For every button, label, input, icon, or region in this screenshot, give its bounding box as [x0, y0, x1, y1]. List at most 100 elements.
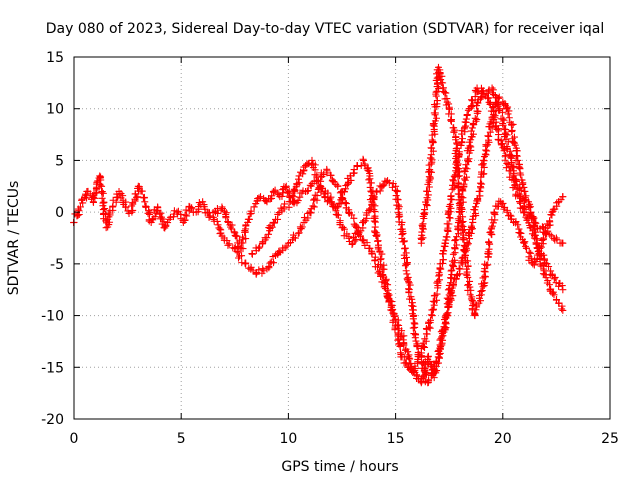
data-point	[275, 247, 283, 255]
data-point	[514, 221, 522, 229]
data-point	[463, 111, 471, 119]
data-point	[222, 212, 230, 220]
data-point	[436, 260, 444, 268]
data-point	[439, 336, 447, 344]
data-point	[409, 315, 417, 323]
data-point	[225, 240, 233, 248]
data-point	[294, 229, 302, 237]
data-point	[231, 231, 239, 239]
data-point	[373, 232, 381, 240]
data-point	[541, 259, 549, 267]
data-point	[371, 257, 379, 265]
data-point	[476, 179, 484, 187]
data-point	[379, 182, 387, 190]
data-point	[543, 230, 551, 238]
data-point	[523, 244, 531, 252]
data-point	[377, 255, 385, 263]
data-point	[484, 132, 492, 140]
data-point	[520, 187, 528, 195]
data-point	[83, 194, 91, 202]
data-point	[297, 225, 305, 233]
y-tick-label: 10	[46, 102, 64, 118]
data-point	[421, 335, 429, 343]
data-point	[467, 136, 475, 144]
data-point	[338, 194, 346, 202]
data-point	[350, 214, 358, 222]
data-point	[453, 156, 461, 164]
data-point	[401, 244, 409, 252]
data-point	[468, 96, 476, 104]
data-point	[435, 269, 443, 277]
data-point	[427, 316, 435, 324]
grid-lines	[73, 56, 611, 420]
x-tick-label: 25	[601, 431, 619, 447]
data-point	[504, 110, 512, 118]
data-point	[339, 223, 347, 231]
data-point	[327, 171, 335, 179]
data-point	[500, 147, 508, 155]
data-point	[469, 300, 477, 308]
data-point	[430, 362, 438, 370]
data-point	[341, 199, 349, 207]
data-point	[402, 260, 410, 268]
data-point	[224, 241, 232, 249]
data-point	[523, 215, 531, 223]
data-point	[420, 209, 428, 217]
data-point	[499, 144, 507, 152]
data-point	[164, 219, 172, 227]
x-tick-label: 15	[387, 431, 405, 447]
data-point	[447, 267, 455, 275]
data-point	[442, 89, 450, 97]
data-point	[559, 306, 567, 314]
data-point	[408, 299, 416, 307]
data-point	[468, 97, 476, 105]
data-point	[424, 191, 432, 199]
data-point	[283, 242, 291, 250]
data-point	[391, 326, 399, 334]
data-point	[483, 147, 491, 155]
data-point	[469, 101, 477, 109]
data-point	[312, 177, 320, 185]
y-tick-label: -10	[41, 309, 64, 325]
data-point	[540, 267, 548, 275]
data-point	[439, 84, 447, 92]
data-point	[401, 359, 409, 367]
data-point	[511, 141, 519, 149]
data-point	[463, 165, 471, 173]
data-point	[154, 206, 162, 214]
data-point	[158, 220, 166, 228]
data-point	[370, 194, 378, 202]
data-point	[385, 179, 393, 187]
data-point	[522, 213, 530, 221]
data-point	[401, 262, 409, 270]
data-point	[181, 211, 189, 219]
plot-frame	[73, 56, 611, 420]
x-axis-label: GPS time / hours	[281, 459, 398, 475]
data-point	[456, 213, 464, 221]
data-point	[454, 173, 462, 181]
data-point	[484, 87, 492, 95]
data-point	[466, 235, 474, 243]
data-point	[477, 297, 485, 305]
data-point	[530, 214, 538, 222]
data-point	[431, 130, 439, 138]
data-point	[294, 197, 302, 205]
data-point	[461, 253, 469, 261]
data-point	[455, 264, 463, 272]
data-point	[442, 314, 450, 322]
data-point	[306, 208, 314, 216]
data-point	[447, 192, 455, 200]
data-point	[338, 188, 346, 196]
y-axis-ticks: 15 10 5 0 -5 -10 -15 -20	[41, 50, 610, 428]
data-point	[351, 237, 359, 245]
data-point	[464, 273, 472, 281]
x-tick-label: 20	[494, 431, 512, 447]
data-point	[405, 279, 413, 287]
y-tick-label: 0	[55, 205, 64, 221]
data-point	[432, 357, 440, 365]
data-point	[449, 250, 457, 258]
data-point	[467, 286, 475, 294]
data-point	[457, 141, 465, 149]
data-point	[558, 305, 566, 313]
data-point	[91, 194, 99, 202]
